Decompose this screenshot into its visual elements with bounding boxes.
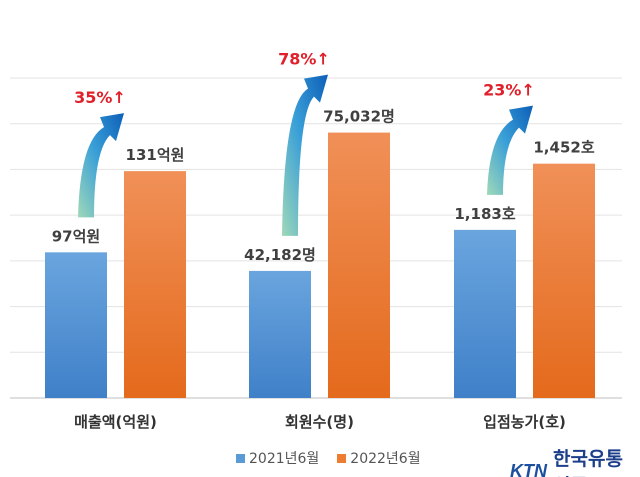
data-label: 75,032명	[323, 108, 395, 126]
legend-item-2021: 2021년6월	[236, 448, 319, 468]
bar-2022	[533, 163, 595, 398]
logo-brand: KTN	[510, 460, 547, 477]
growth-label: 78%↑	[278, 50, 330, 69]
bar-2022	[124, 171, 186, 398]
growth-arrow	[78, 113, 124, 218]
legend-item-2022: 2022년6월	[337, 448, 421, 468]
logo: KTN 한국유통신문	[510, 444, 640, 477]
legend-label: 2022년6월	[350, 451, 421, 467]
data-label: 1,452호	[533, 139, 594, 157]
growth-arrow	[487, 105, 533, 195]
category-label: 회원수(명)	[285, 413, 354, 431]
legend: 2021년6월 2022년6월	[236, 448, 421, 468]
growth-label: 23%↑	[483, 81, 535, 100]
data-label: 1,183호	[454, 205, 515, 223]
growth-arrow	[282, 74, 328, 236]
growth-label: 35%↑	[74, 88, 126, 107]
bar-2022	[328, 132, 390, 398]
data-label: 97억원	[52, 227, 100, 245]
data-label: 131억원	[126, 146, 185, 164]
bar-2021	[45, 252, 107, 398]
legend-label: 2021년6월	[249, 451, 320, 467]
bar-2021	[249, 270, 311, 398]
category-label: 입점농가(호)	[483, 413, 566, 431]
bar-2021	[454, 229, 516, 398]
logo-name: 한국유통신문	[553, 448, 623, 477]
data-label: 42,182명	[244, 246, 316, 264]
category-label: 매출액(억원)	[74, 413, 157, 431]
